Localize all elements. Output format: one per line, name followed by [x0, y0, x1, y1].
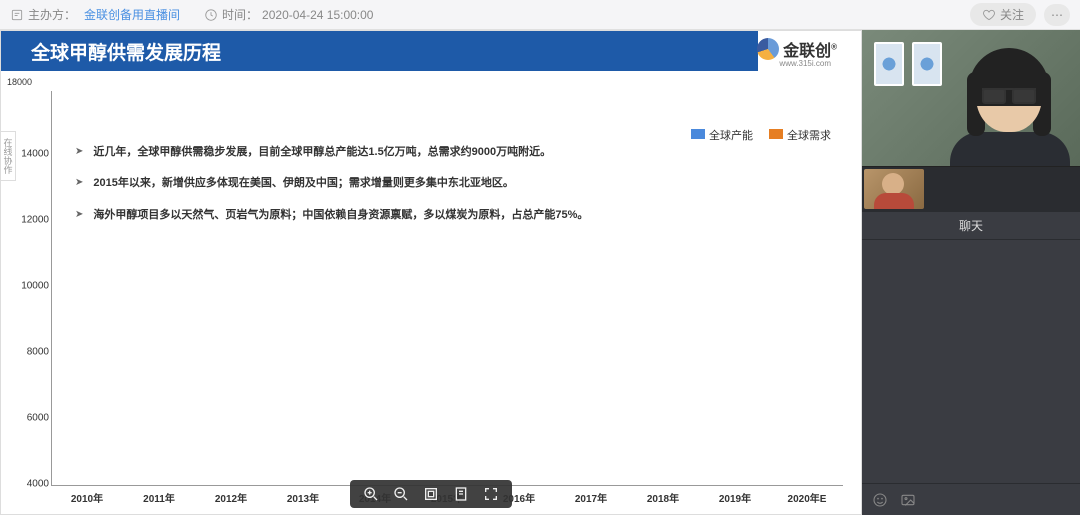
- time-wrap: 时间： 2020-04-24 15:00:00: [204, 6, 373, 23]
- zoom-out-icon: [393, 486, 409, 502]
- participant-thumb-row: [862, 166, 1080, 212]
- bullet-row: ➤海外甲醇项目多以天然气、页岩气为原料；中国依赖自身资源禀赋，多以煤炭为原料，占…: [75, 208, 595, 223]
- fullscreen-icon: [483, 486, 499, 502]
- time-value: 2020-04-24 15:00:00: [262, 8, 373, 22]
- bullet-row: ➤2015年以来，新增供应多体现在美国、伊朗及中国；需求增量则更多集中东北亚地区…: [75, 176, 595, 191]
- zoom-out-button[interactable]: [392, 485, 410, 503]
- side-panel: 聊天: [862, 30, 1080, 515]
- y-axis: 400060008000100001200014000: [9, 143, 49, 484]
- x-tick-label: 2019年: [699, 490, 771, 506]
- chat-header[interactable]: 聊天: [862, 212, 1080, 240]
- brand-subtext: www.315i.com: [779, 59, 831, 68]
- time-label: 时间：: [222, 6, 258, 23]
- x-tick-label: 2017年: [555, 490, 627, 506]
- y-max-label: 18000: [7, 77, 32, 87]
- background-poster: [874, 42, 904, 86]
- host-link[interactable]: 金联创备用直播间: [84, 6, 180, 23]
- slide-title-bar: 全球甲醇供需发展历程 金联创® www.315i.com: [1, 31, 861, 71]
- participant-thumb[interactable]: [864, 169, 924, 209]
- host-icon: [10, 8, 24, 22]
- fullscreen-button[interactable]: [482, 485, 500, 503]
- x-tick-label: 2011年: [123, 490, 195, 506]
- emoji-button[interactable]: [872, 492, 888, 508]
- follow-button[interactable]: 关注: [970, 3, 1036, 26]
- presentation-toolbar: [350, 480, 512, 508]
- x-tick-label: 2018年: [627, 490, 699, 506]
- clock-icon: [204, 8, 218, 22]
- slide-bullets: ➤近几年，全球甲醇供需稳步发展，目前全球甲醇总产能达1.5亿万吨，总需求约900…: [75, 145, 595, 239]
- host-label-text: 主办方：: [28, 6, 76, 23]
- top-bar: 主办方： 金联创备用直播间 时间： 2020-04-24 15:00:00 关注…: [0, 0, 1080, 30]
- y-tick-label: 4000: [9, 479, 49, 490]
- heart-icon: [982, 8, 996, 22]
- x-tick-label: 2020年E: [771, 490, 843, 506]
- presenter-avatar: [950, 42, 1070, 166]
- bullet-arrow-icon: ➤: [75, 176, 83, 191]
- emoji-icon: [872, 492, 888, 508]
- x-tick-label: 2010年: [51, 490, 123, 506]
- bullet-arrow-icon: ➤: [75, 145, 83, 160]
- follow-label: 关注: [1000, 6, 1024, 23]
- slide-title-text: 全球甲醇供需发展历程: [31, 38, 221, 65]
- background-poster: [912, 42, 942, 86]
- more-button[interactable]: ⋯: [1044, 4, 1070, 26]
- image-button[interactable]: [900, 492, 916, 508]
- bullet-arrow-icon: ➤: [75, 208, 83, 223]
- y-tick-label: 12000: [9, 215, 49, 226]
- more-icon: ⋯: [1051, 8, 1063, 22]
- zoom-in-icon: [363, 486, 379, 502]
- presenter-video[interactable]: [862, 30, 1080, 166]
- x-tick-label: 2012年: [195, 490, 267, 506]
- chat-body: [862, 240, 1080, 483]
- host-label: 主办方： 金联创备用直播间: [10, 6, 180, 23]
- slide-area: 在线协作 全球甲醇供需发展历程 金联创® www.315i.com 18000 …: [0, 30, 862, 515]
- collab-tab[interactable]: 在线协作: [0, 131, 16, 181]
- brand-logo-mark: [757, 38, 779, 60]
- image-icon: [900, 492, 916, 508]
- zoom-in-button[interactable]: [362, 485, 380, 503]
- chart-region: 18000 全球产能 全球需求 ➤近几年，全球甲醇供需稳步发展，目前全球甲醇总产…: [3, 71, 859, 514]
- bullet-row: ➤近几年，全球甲醇供需稳步发展，目前全球甲醇总产能达1.5亿万吨，总需求约900…: [75, 145, 595, 160]
- x-tick-label: 2013年: [267, 490, 339, 506]
- y-tick-label: 8000: [9, 347, 49, 358]
- page-indicator-button[interactable]: [452, 485, 470, 503]
- fit-page-icon: [423, 486, 439, 502]
- y-tick-label: 6000: [9, 413, 49, 424]
- fit-page-button[interactable]: [422, 485, 440, 503]
- main-area: 在线协作 全球甲醇供需发展历程 金联创® www.315i.com 18000 …: [0, 30, 1080, 515]
- brand-logo: 金联创®: [757, 37, 837, 61]
- y-tick-label: 10000: [9, 281, 49, 292]
- page-indicator-icon: [453, 486, 469, 502]
- chat-footer: [862, 483, 1080, 515]
